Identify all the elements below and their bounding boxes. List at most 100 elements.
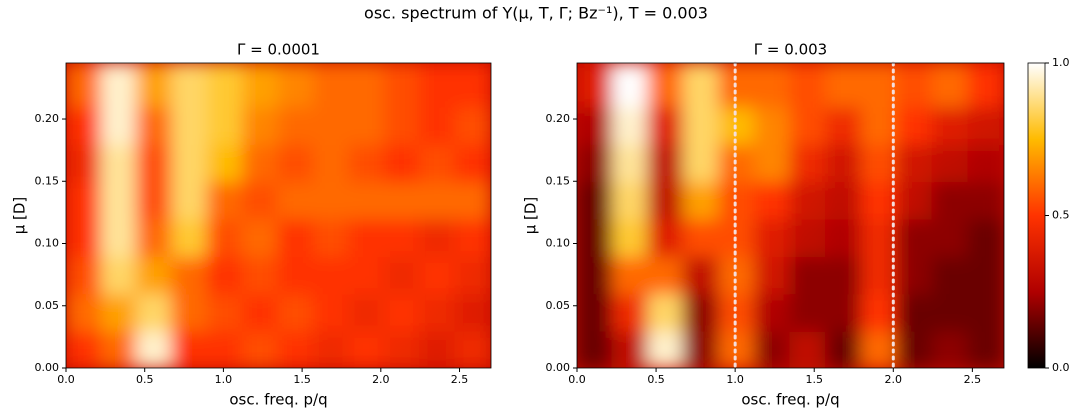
heatmap-cell [171,329,209,368]
heatmap-cell [647,217,685,257]
heatmap-cell [718,254,756,295]
heatmap-cell [419,180,457,220]
heatmap-cell [718,105,756,145]
x-tick-label: 1.5 [293,373,311,386]
heatmap-cell [135,292,174,332]
heatmap-cell [967,217,1004,257]
plot-frame [576,62,1005,369]
heatmap [66,63,491,368]
heatmap-cell [206,292,245,332]
heatmap [577,63,1004,368]
heatmap-cell [277,63,315,108]
heatmap-cell [348,105,386,145]
heatmap-cell [171,105,209,145]
heatmap-cell [967,180,1004,220]
heatmap-cell [753,63,792,108]
heatmap-cell [611,217,650,257]
heatmap-cell [611,105,650,145]
heatmap-cell [611,180,650,220]
heatmap-cell [312,254,351,295]
heatmap-cell [100,63,138,108]
heatmap-cell [348,329,386,368]
heatmap-cell [242,292,280,332]
heatmap-cell [647,329,685,368]
heatmap-cell [135,105,174,145]
heatmap-cell [931,217,970,257]
heatmap-cell [718,142,756,183]
heatmap-cell [348,142,386,183]
heatmap-cell [789,292,828,332]
heatmap-cell [66,63,103,108]
heatmap-cell [577,254,614,295]
plot-frame [65,62,492,369]
heatmap-cell [682,63,721,108]
heatmap-cell [577,63,614,108]
heatmap-cell [100,217,138,257]
heatmap-cell [825,217,863,257]
heatmap-cell [577,180,614,220]
heatmap-clip [66,63,491,368]
heatmap-cell [312,292,351,332]
heatmap-cell [789,180,828,220]
heatmap-cell [135,329,174,368]
heatmap-cell [242,254,280,295]
heatmap-cell [171,292,209,332]
heatmap-cell [383,142,422,183]
x-tick-label: 1.5 [805,373,823,386]
panel-title: Γ = 0.0001 [237,41,320,59]
heatmap-cell [647,180,685,220]
heatmap-cell [577,329,614,368]
heatmap-cell [789,63,828,108]
x-tick-label: 0.5 [136,373,154,386]
heatmap-cell [419,329,457,368]
heatmap-cell [753,142,792,183]
heatmap-cell [383,105,422,145]
heatmap-cell [312,105,351,145]
heatmap-cell [206,180,245,220]
heatmap-cell [753,329,792,368]
heatmap-cell [383,63,422,108]
y-tick-label: 0.15 [35,174,60,187]
heatmap-cell [383,217,422,257]
heatmap-cell [277,180,315,220]
heatmap-cell [718,329,756,368]
x-axis-label: osc. freq. p/q [229,391,327,409]
heatmap-cell [454,329,491,368]
heatmap-cell [682,217,721,257]
heatmap-cell [242,217,280,257]
heatmap-cell [931,142,970,183]
y-tick-label: 0.15 [546,174,571,187]
heatmap-cell [825,292,863,332]
heatmap-cell [825,180,863,220]
heatmap-cell [682,105,721,145]
heatmap-cell [682,142,721,183]
heatmap-cell [206,254,245,295]
heatmap-cell [789,254,828,295]
heatmap-cell [312,142,351,183]
heatmap-cell [348,292,386,332]
heatmap-cell [100,292,138,332]
heatmap-cell [171,254,209,295]
heatmap-cell [825,329,863,368]
heatmap-cell [100,105,138,145]
colorbar-tick-label: 1.0 [1052,56,1070,69]
heatmap-cell [931,63,970,108]
heatmap-cell [647,63,685,108]
heatmap-cell [931,180,970,220]
heatmap-cell [647,142,685,183]
heatmap-cell [967,292,1004,332]
heatmap-cell [896,105,934,145]
heatmap-cell [967,105,1004,145]
heatmap-cell [135,254,174,295]
heatmap-cell [967,254,1004,295]
heatmap-cell [896,142,934,183]
colorbar-tick-label: 0.0 [1052,361,1070,374]
heatmap-cell [967,142,1004,183]
heatmap-cell [383,254,422,295]
heatmap-cell [611,329,650,368]
heatmap-cell [931,329,970,368]
heatmap-cell [682,254,721,295]
heatmap-cell [242,329,280,368]
heatmap-cell [100,329,138,368]
